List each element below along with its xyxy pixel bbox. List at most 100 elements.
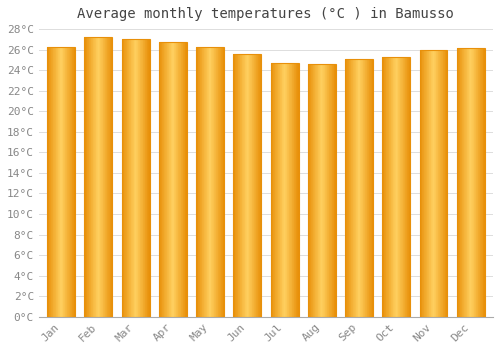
Bar [258, 54, 259, 317]
Bar [470, 48, 472, 317]
Bar [71, 47, 72, 317]
Bar [283, 63, 284, 317]
Bar [472, 48, 473, 317]
Bar [108, 37, 109, 317]
Bar [476, 48, 477, 317]
Bar [142, 39, 144, 317]
Bar [146, 39, 147, 317]
Bar [213, 47, 214, 317]
Bar [59, 47, 60, 317]
Bar [126, 39, 127, 317]
Bar [186, 42, 187, 317]
Bar [372, 59, 373, 317]
Bar [137, 39, 138, 317]
Bar [294, 63, 295, 317]
Bar [369, 59, 370, 317]
Bar [205, 47, 206, 317]
Bar [458, 48, 459, 317]
Bar [317, 64, 318, 317]
Bar [292, 63, 293, 317]
Bar [323, 64, 324, 317]
Bar [457, 48, 458, 317]
Bar [90, 37, 92, 317]
Bar [127, 39, 128, 317]
Bar [275, 63, 276, 317]
Bar [425, 50, 426, 317]
Bar [422, 50, 423, 317]
Bar [280, 63, 281, 317]
Bar [352, 59, 354, 317]
Bar [201, 47, 202, 317]
Bar [433, 50, 434, 317]
Bar [102, 37, 104, 317]
Bar [174, 42, 175, 317]
Bar [64, 47, 66, 317]
Bar [111, 37, 112, 317]
Bar [236, 54, 237, 317]
Bar [248, 54, 250, 317]
Bar [100, 37, 101, 317]
Bar [355, 59, 356, 317]
Bar [210, 47, 211, 317]
Bar [179, 42, 180, 317]
Bar [461, 48, 462, 317]
Bar [47, 47, 75, 317]
Bar [147, 39, 148, 317]
Bar [168, 42, 170, 317]
Bar [278, 63, 279, 317]
Bar [84, 37, 85, 317]
Bar [424, 50, 425, 317]
Bar [467, 48, 468, 317]
Bar [396, 57, 397, 317]
Bar [400, 57, 401, 317]
Bar [349, 59, 350, 317]
Bar [463, 48, 464, 317]
Bar [321, 64, 322, 317]
Bar [130, 39, 132, 317]
Bar [293, 63, 294, 317]
Bar [388, 57, 390, 317]
Bar [239, 54, 240, 317]
Bar [173, 42, 174, 317]
Bar [332, 64, 333, 317]
Bar [282, 63, 283, 317]
Bar [107, 37, 108, 317]
Bar [279, 63, 280, 317]
Bar [255, 54, 256, 317]
Bar [398, 57, 399, 317]
Bar [285, 63, 286, 317]
Bar [74, 47, 75, 317]
Bar [246, 54, 248, 317]
Bar [371, 59, 372, 317]
Bar [97, 37, 98, 317]
Bar [401, 57, 402, 317]
Bar [211, 47, 212, 317]
Bar [54, 47, 55, 317]
Bar [387, 57, 388, 317]
Bar [274, 63, 275, 317]
Bar [128, 39, 130, 317]
Bar [399, 57, 400, 317]
Bar [423, 50, 424, 317]
Bar [63, 47, 64, 317]
Bar [254, 54, 255, 317]
Bar [308, 64, 309, 317]
Bar [308, 64, 336, 317]
Bar [50, 47, 51, 317]
Bar [385, 57, 386, 317]
Bar [291, 63, 292, 317]
Bar [460, 48, 461, 317]
Bar [479, 48, 480, 317]
Bar [140, 39, 141, 317]
Bar [333, 64, 334, 317]
Bar [85, 37, 86, 317]
Bar [259, 54, 260, 317]
Bar [386, 57, 387, 317]
Bar [215, 47, 216, 317]
Bar [62, 47, 63, 317]
Bar [175, 42, 176, 317]
Bar [101, 37, 102, 317]
Bar [297, 63, 298, 317]
Bar [84, 37, 112, 317]
Bar [125, 39, 126, 317]
